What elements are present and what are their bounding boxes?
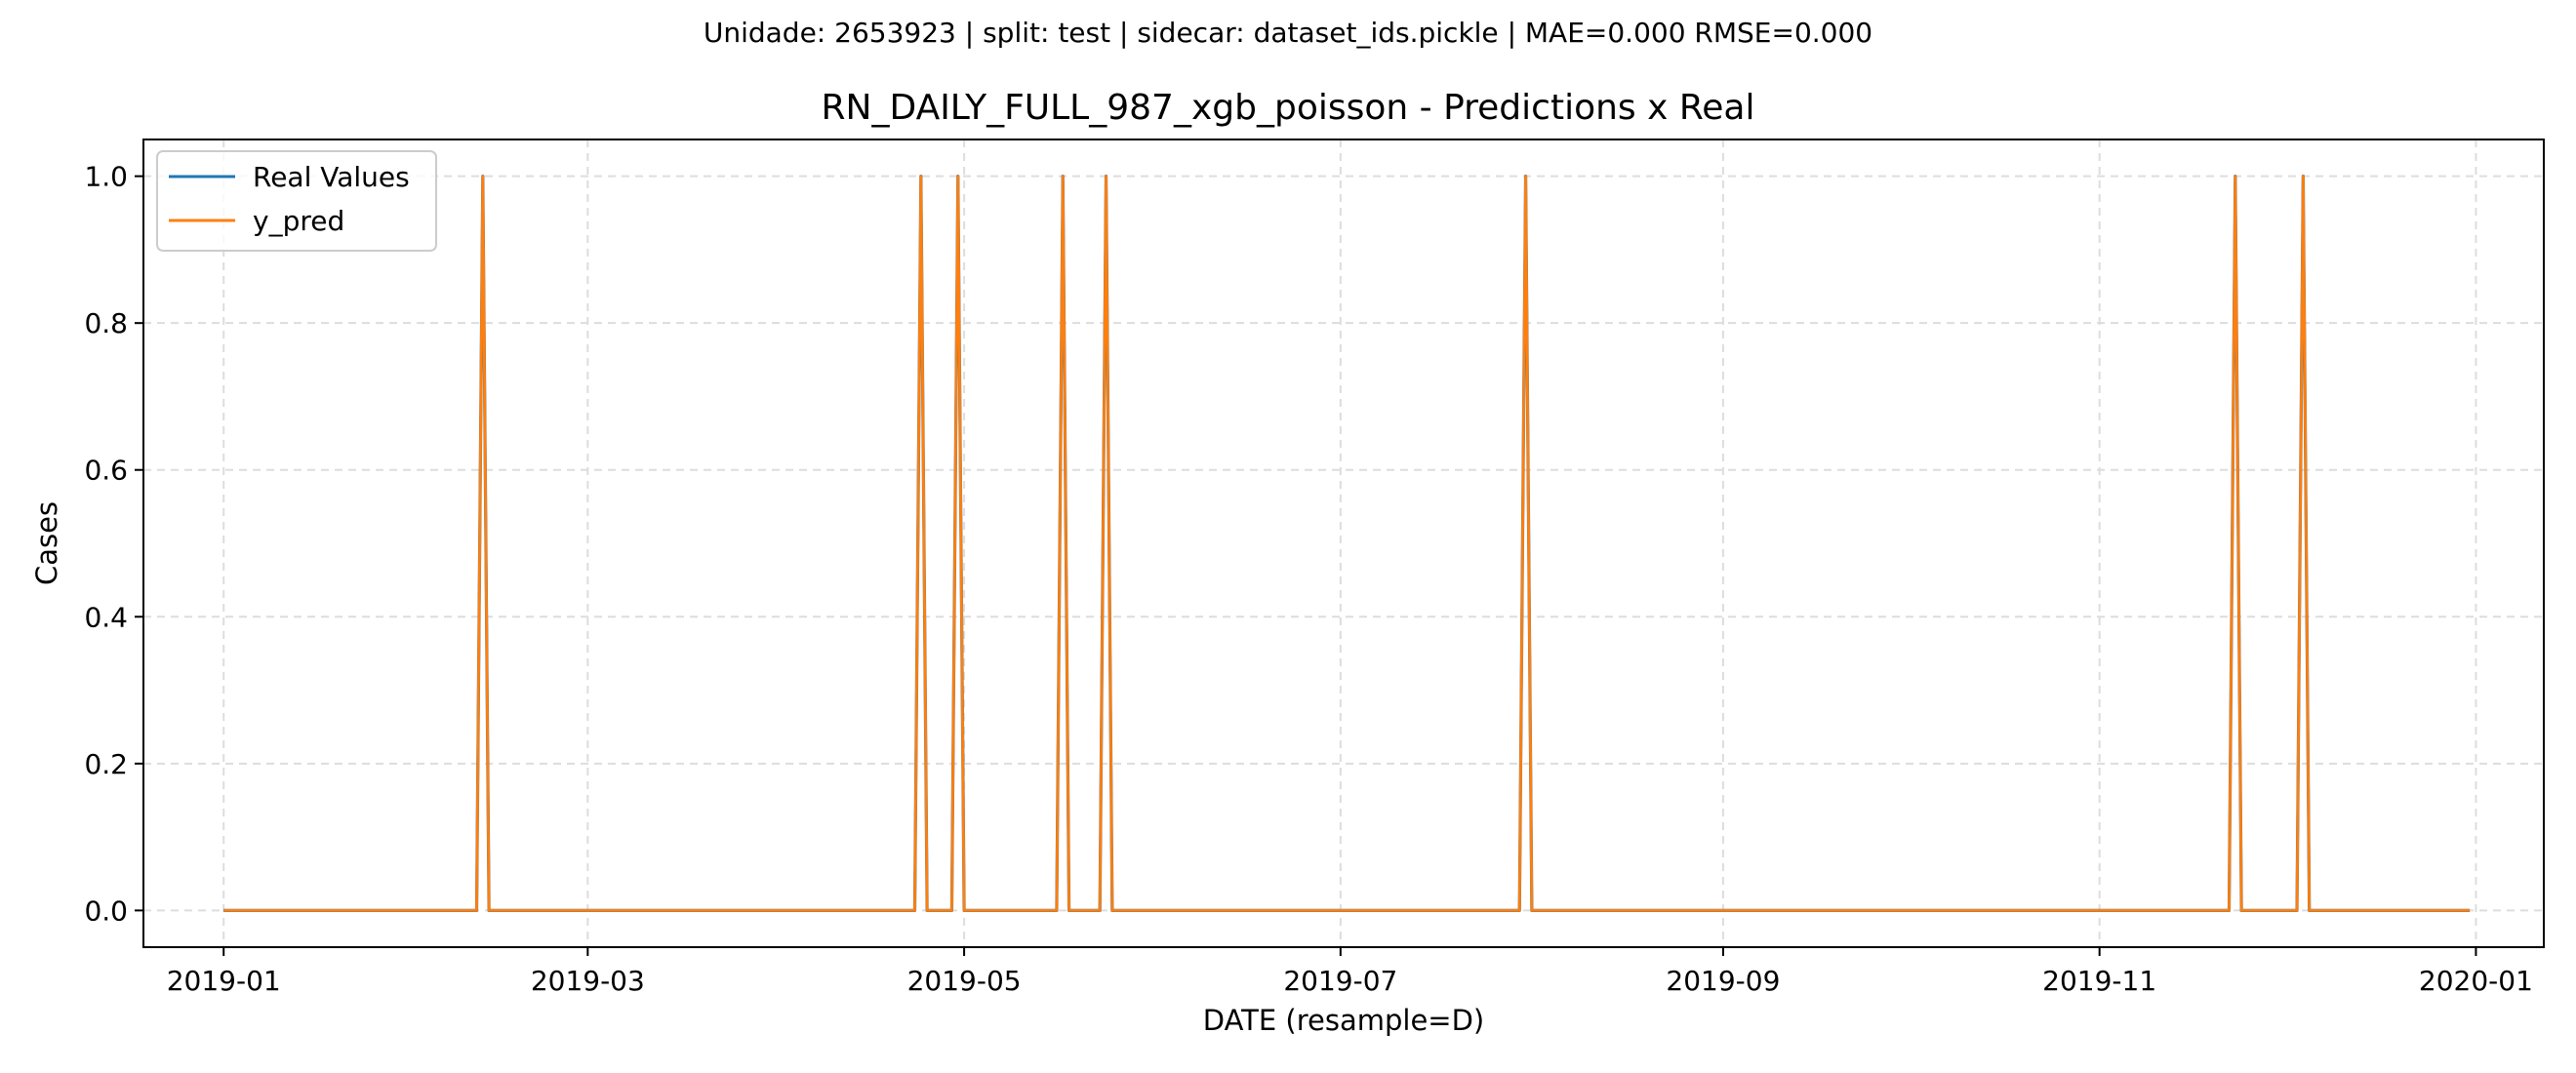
series-line-real-values <box>223 175 2471 912</box>
series-lines <box>223 175 2471 912</box>
plot-frame <box>142 139 2545 948</box>
x-tick-label: 2019-11 <box>2042 965 2156 997</box>
legend: Real Values y_pred <box>156 150 437 252</box>
x-tick-label: 2019-03 <box>531 965 645 997</box>
x-tick-label: 2019-07 <box>1283 965 1397 997</box>
y-axis-label: Cases <box>30 501 63 585</box>
grid <box>143 139 2544 947</box>
chart-suptitle: Unidade: 2653923 | split: test | sidecar… <box>704 17 1872 49</box>
chart-title: RN_DAILY_FULL_987_xgb_poisson - Predicti… <box>822 88 1755 128</box>
x-axis-ticks: 2019-01 2019-03 2019-05 2019-07 2019-09 2019-… <box>167 947 2533 997</box>
y-tick-label: 1.0 <box>84 161 128 193</box>
series-line-y-pred <box>223 175 2471 912</box>
legend-label-y-pred: y_pred <box>253 205 344 237</box>
x-tick-label: 2020-01 <box>2419 965 2533 997</box>
y-tick-label: 0.8 <box>84 307 128 339</box>
y-tick-label: 0.4 <box>84 601 128 633</box>
x-tick-label: 2019-05 <box>907 965 1022 997</box>
legend-label-real-values: Real Values <box>253 161 410 193</box>
y-tick-label: 0.2 <box>84 748 128 780</box>
x-tick-label: 2019-09 <box>1666 965 1780 997</box>
y-tick-label: 0.6 <box>84 455 128 487</box>
y-tick-label: 0.0 <box>84 894 128 927</box>
x-axis-label: DATE (resample=D) <box>1203 1004 1485 1037</box>
y-axis-ticks: 0.0 0.2 0.4 0.6 0.8 1.0 <box>84 161 143 927</box>
x-tick-label: 2019-01 <box>167 965 281 997</box>
